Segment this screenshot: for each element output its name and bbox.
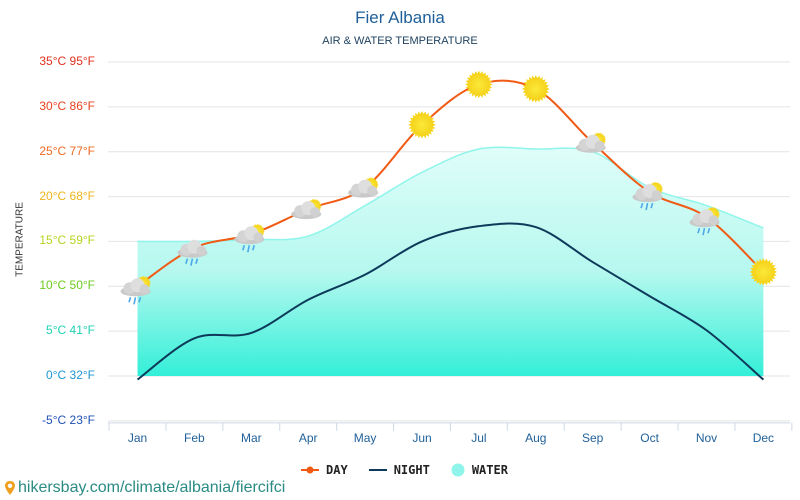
rain-drops: [640, 202, 654, 211]
chart-subtitle: AIR & WATER TEMPERATURE: [322, 35, 478, 47]
weather-icon-sun: [749, 258, 778, 286]
y-tick-label: 15°C 59°F: [39, 233, 95, 248]
legend-water[interactable]: WATER: [450, 463, 508, 477]
y-tick-label: 20°C 68°F: [39, 188, 95, 203]
weather-icon-sun: [465, 70, 493, 99]
y-tick-label: 25°C 77°F: [39, 143, 95, 158]
legend-night-label: NIGHT: [393, 463, 430, 477]
x-tick-label: Jan: [127, 431, 148, 445]
cloud-shape: [348, 179, 379, 198]
x-tick-label: Oct: [640, 431, 659, 445]
weather-icon-rain-sun: [120, 275, 151, 305]
day-legend-icon: [301, 466, 319, 474]
weather-icon-rain-sun: [689, 206, 720, 236]
legend-day-label: DAY: [326, 463, 348, 477]
x-tick-label: Feb: [184, 431, 205, 445]
x-tick-label: May: [353, 431, 377, 445]
weather-icon-rain-sun: [234, 223, 265, 253]
x-tick-label: Apr: [298, 431, 318, 445]
y-tick-label: 0°C 32°F: [46, 368, 95, 382]
legend-night[interactable]: NIGHT: [368, 463, 430, 477]
cloud-shape: [234, 226, 265, 245]
rain-drops: [185, 258, 199, 266]
sun-disc: [752, 260, 775, 283]
rain-drops: [128, 297, 142, 305]
y-tick-label: 5°C 41°F: [46, 323, 95, 338]
legend: DAY NIGHT WATER: [300, 463, 508, 477]
y-tick-label: 10°C 50°F: [39, 278, 95, 293]
water-area: [137, 147, 764, 376]
weather-icon-cloud-sun: [291, 198, 322, 220]
weather-icon-cloud-sun: [575, 132, 607, 153]
x-tick-label: Dec: [752, 431, 775, 445]
x-tick-label: Aug: [525, 431, 547, 445]
sun-disc: [524, 77, 547, 100]
x-tick-label: Nov: [695, 431, 718, 445]
map-pin-icon: [5, 481, 15, 495]
x-tick-label: Sep: [582, 431, 604, 445]
x-tick-label: Jun: [412, 431, 432, 445]
water-legend-icon: [451, 463, 465, 477]
weather-icon-sun: [408, 111, 436, 139]
weather-icon-cloud-sun: [348, 177, 379, 198]
y-tick-label: -5°C 23°F: [42, 412, 95, 427]
sun-disc: [411, 113, 433, 136]
night-legend-icon: [368, 469, 387, 471]
x-tick-label: Mar: [240, 431, 262, 445]
chart-title: Fier Albania: [355, 8, 445, 27]
weather-icon-rain-sun: [632, 181, 664, 211]
rain-drops: [242, 245, 256, 253]
weather-icon-rain: [177, 239, 208, 266]
sun-disc: [467, 73, 490, 96]
cloud-shape: [632, 184, 663, 203]
x-tick-label: Jul: [471, 431, 487, 445]
source-url[interactable]: hikersbay.com/climate/albania/fiercifci: [18, 479, 286, 496]
cloud-shape: [575, 134, 606, 153]
cloud-shape: [689, 209, 720, 228]
source-link[interactable]: hikersbay.com/climate/albania/fiercifci: [4, 479, 285, 497]
y-tick-label: 30°C 86°F: [39, 98, 95, 113]
night-line: [136, 222, 765, 381]
y-tick-label: 35°C 95°F: [39, 54, 95, 68]
cloud-shape: [291, 201, 322, 220]
cloud-shape: [120, 278, 151, 297]
legend-water-label: WATER: [471, 463, 508, 477]
weather-icon-sun: [522, 75, 550, 103]
cloud-shape: [177, 239, 208, 258]
rain-drops: [697, 227, 711, 236]
legend-day[interactable]: DAY: [300, 463, 348, 477]
